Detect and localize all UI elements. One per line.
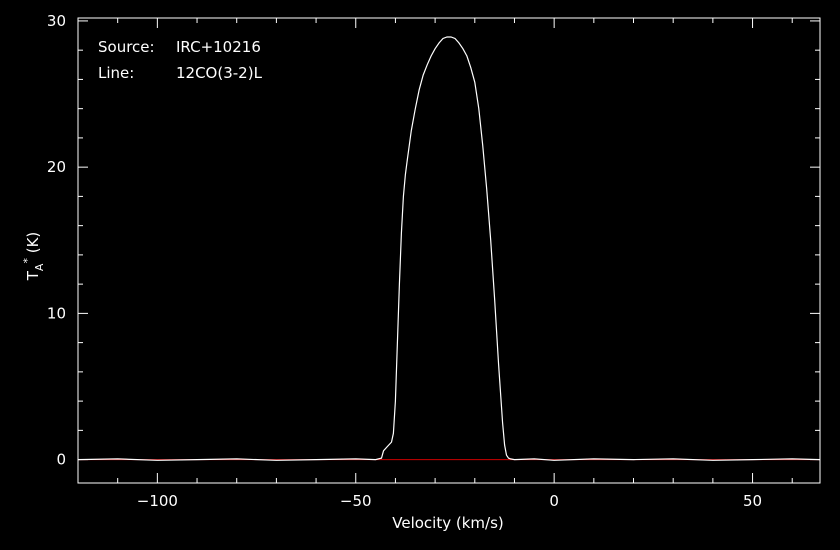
- y-axis-label-sub: A: [33, 263, 46, 271]
- line-label: Line:: [98, 64, 134, 82]
- y-axis-label-main: T: [24, 270, 42, 281]
- y-tick-label: 10: [47, 304, 66, 322]
- y-axis-label-sup: *: [21, 258, 34, 264]
- x-tick-label: −100: [137, 492, 178, 510]
- x-tick-label: 50: [743, 492, 762, 510]
- y-tick-label: 30: [47, 12, 66, 30]
- x-tick-label: −50: [340, 492, 372, 510]
- tick-label-group: −100 −50 0 50 0 10 20 30: [47, 12, 762, 510]
- spectrum-series-line: [77, 36, 821, 461]
- source-label: Source:: [98, 38, 155, 56]
- x-tick-label: 0: [549, 492, 559, 510]
- y-axis-label: TA* (K): [21, 232, 46, 282]
- y-axis-label-unit: (K): [24, 232, 42, 258]
- y-tick-label: 0: [56, 451, 66, 469]
- x-axis-label: Velocity (km/s): [392, 514, 503, 532]
- plot-frame: [77, 17, 821, 484]
- line-value: 12CO(3-2)L: [176, 64, 263, 82]
- y-tick-label: 20: [47, 158, 66, 176]
- source-value: IRC+10216: [176, 38, 261, 56]
